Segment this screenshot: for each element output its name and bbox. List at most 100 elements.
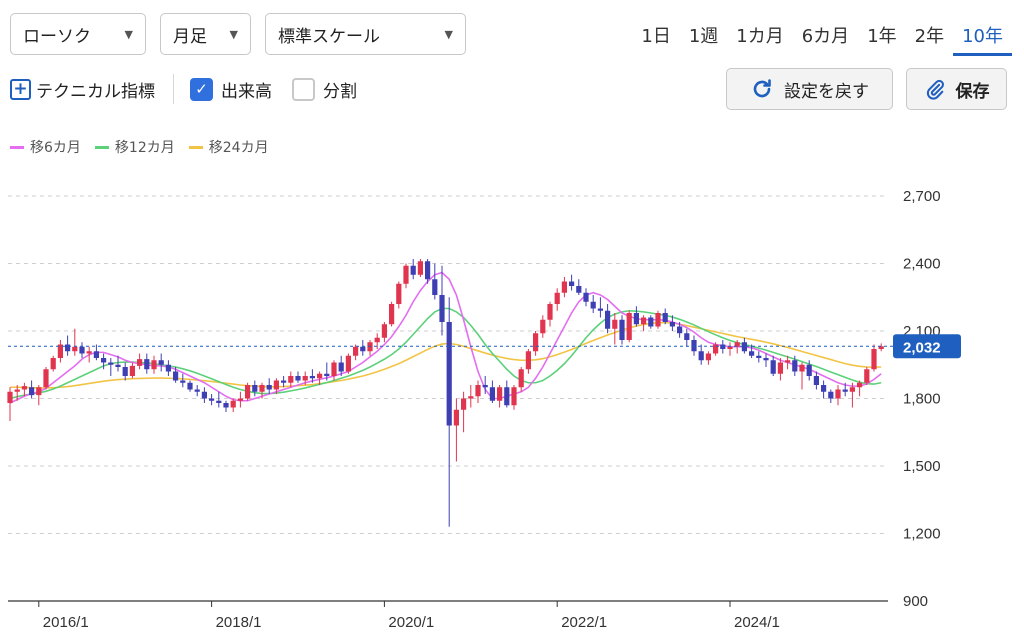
candle-body (230, 400, 236, 408)
candle-body (201, 391, 207, 399)
candle-body (360, 346, 366, 352)
tab-1day[interactable]: 1日 (641, 26, 671, 47)
candle-body (705, 353, 711, 361)
options-row: + テクニカル指標 ✓ 出来高 分割 (10, 73, 357, 105)
last-price-badge (893, 334, 961, 359)
candle-body (129, 365, 135, 376)
candle-body (410, 265, 416, 275)
candle-body (525, 351, 531, 370)
candle-body (223, 403, 229, 408)
tab-1week[interactable]: 1週 (688, 26, 719, 47)
candle-body (583, 292, 589, 302)
last-price-label: 2,032 (903, 339, 941, 356)
tab-6months[interactable]: 6カ月 (801, 26, 850, 47)
candle-body (216, 400, 222, 403)
candle-body (864, 369, 870, 383)
candle-body (353, 346, 359, 356)
y-tick-label: 2,400 (903, 256, 941, 273)
candle-body (785, 360, 791, 363)
candle-body (21, 386, 27, 390)
candle-body (569, 281, 575, 286)
candle-body (122, 367, 128, 376)
chevron-down-icon: ▼ (124, 27, 133, 41)
ma6-line (9, 271, 882, 404)
tab-1month[interactable]: 1カ月 (736, 26, 784, 47)
candle-body (727, 346, 733, 349)
chart-style-select[interactable]: ローソク ▼ (10, 13, 146, 55)
tab-10years[interactable]: 10年 (953, 22, 1012, 56)
plus-icon[interactable]: + (10, 78, 31, 100)
candle-body (14, 389, 20, 392)
candle-body (50, 358, 56, 370)
candle-body (612, 319, 618, 329)
reset-settings-button[interactable]: 設定を戻す (726, 68, 893, 110)
scale-select[interactable]: 標準スケール ▼ (265, 13, 466, 55)
candle-body (713, 344, 719, 354)
candle-body (763, 358, 769, 361)
candle-body (331, 362, 337, 376)
paperclip-icon (926, 79, 944, 100)
legend-ma12-swatch (94, 145, 109, 149)
candle-body (194, 389, 200, 392)
y-tick-label: 2,700 (903, 188, 941, 205)
y-tick-label: 1,800 (903, 391, 941, 408)
technical-indicators-link[interactable]: テクニカル指標 (36, 81, 155, 102)
candle-body (669, 322, 675, 327)
candle-body (288, 376, 294, 383)
candle-body (511, 387, 517, 406)
split-checkbox[interactable] (292, 77, 315, 101)
candle-body (446, 322, 452, 426)
candle-body (849, 387, 855, 392)
candle-body (547, 304, 553, 320)
chevron-down-icon: ▼ (229, 27, 238, 41)
volume-checkbox[interactable]: ✓ (190, 77, 213, 101)
y-tick-label: 900 (903, 593, 928, 610)
candle-body (821, 385, 827, 392)
candle-body (504, 387, 510, 406)
candle-body (338, 362, 344, 372)
candle-body (173, 371, 179, 381)
candle-body (144, 359, 150, 370)
candle-body (79, 346, 85, 354)
volume-label: 出来高 (221, 81, 272, 102)
candle-body (648, 317, 654, 327)
candle-body (749, 351, 755, 356)
candle-body (677, 326, 683, 334)
candle-body (43, 369, 49, 388)
tab-2years[interactable]: 2年 (914, 26, 945, 47)
candle-body (381, 324, 387, 338)
candle-body (273, 380, 279, 390)
candle-body (65, 344, 71, 352)
candle-body (518, 369, 524, 388)
reset-settings-label: 設定を戻す (784, 81, 869, 102)
legend-ma12: 移12カ月 (94, 137, 175, 157)
save-button[interactable]: 保存 (906, 68, 1007, 110)
x-tick-label: 2020/1 (388, 614, 434, 631)
legend-ma24-swatch (188, 145, 203, 149)
refresh-icon (753, 79, 771, 98)
x-tick-label: 2022/1 (561, 614, 607, 631)
candle-body (806, 364, 812, 376)
candle-body (151, 360, 157, 370)
candle-body (691, 340, 697, 352)
candle-body (626, 313, 632, 340)
candle-body (741, 342, 747, 352)
candle-body (317, 373, 323, 379)
candle-body (180, 380, 186, 383)
candle-body (389, 304, 395, 325)
tab-1year[interactable]: 1年 (867, 26, 897, 47)
interval-select[interactable]: 月足 ▼ (160, 13, 251, 55)
candle-body (101, 358, 107, 363)
candle-body (396, 283, 402, 304)
candle-body (813, 376, 819, 385)
candle-body (878, 346, 884, 349)
candle-body (93, 351, 99, 358)
candle-body (295, 376, 301, 381)
candle-body (374, 337, 380, 343)
divider (173, 74, 174, 104)
scale-value: 標準スケール (278, 26, 380, 47)
y-tick-label: 1,500 (903, 458, 941, 475)
candle-body (309, 376, 315, 379)
candle-body (828, 391, 834, 399)
